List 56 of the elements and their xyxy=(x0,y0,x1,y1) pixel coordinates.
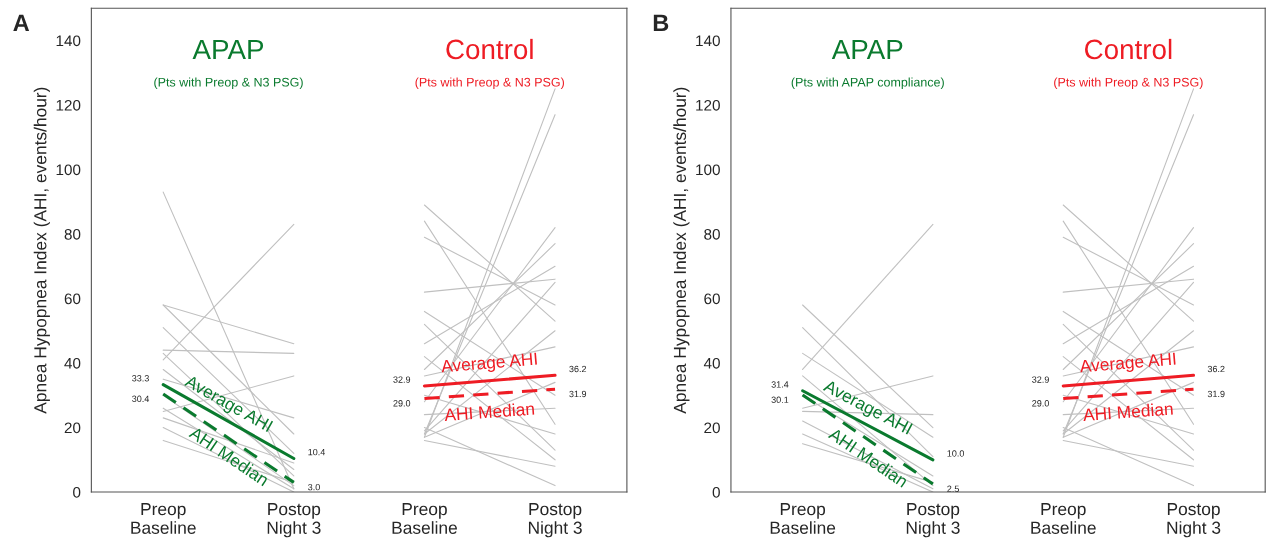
annotation: APAP xyxy=(831,39,903,59)
x-tick-label: Preop Baseline xyxy=(131,503,196,534)
data-label: 10.4 xyxy=(308,448,326,456)
annotation: Control xyxy=(446,38,533,60)
y-tick-label: 40 xyxy=(703,357,720,369)
y-tick-label: 0 xyxy=(73,486,81,498)
data-label: 36.2 xyxy=(569,365,587,373)
annotation: Control xyxy=(1085,38,1172,60)
x-tick-label: Postop Night 3 xyxy=(1167,503,1221,538)
y-tick-label: 140 xyxy=(56,35,81,47)
series-label: AHI Median xyxy=(443,402,535,422)
x-tick-label: Preop Baseline xyxy=(1031,503,1096,534)
series-label: Average AHI xyxy=(1079,352,1176,376)
data-label: 33.3 xyxy=(132,375,149,382)
annotation: (Pts with APAP compliance) xyxy=(791,77,944,90)
y-axis-title: Apnea Hypopnea Index (AHI, events/hour) xyxy=(673,87,690,414)
data-label: 3.0 xyxy=(308,483,320,491)
data-label: 32.9 xyxy=(393,376,411,383)
data-label: 29.0 xyxy=(393,400,411,407)
text: B xyxy=(653,14,669,31)
y-tick-label: 120 xyxy=(56,99,81,111)
x-tick-label: Preop Baseline xyxy=(770,503,836,534)
data-label: 32.9 xyxy=(1032,376,1049,383)
y-tick-label: 140 xyxy=(696,35,720,47)
annotation: APAP xyxy=(192,39,264,59)
y-tick-label: 80 xyxy=(64,228,81,240)
series-label: Average AHI xyxy=(440,352,538,376)
data-label: 2.5 xyxy=(947,485,959,492)
data-label: 31.9 xyxy=(1207,390,1225,398)
y-tick-label: 20 xyxy=(704,422,720,434)
data-label: 36.2 xyxy=(1207,365,1225,373)
series-label: AHI Median xyxy=(1082,402,1173,422)
y-axis-title: Apnea Hypopnea Index (AHI, events/hour) xyxy=(33,87,50,414)
y-tick-label: 80 xyxy=(704,228,720,240)
y-tick-label: 60 xyxy=(704,293,720,305)
annotation: (Pts with Preop & N3 PSG) xyxy=(415,77,564,90)
x-tick-label: Preop Baseline xyxy=(392,503,457,534)
text: A xyxy=(13,14,30,31)
y-tick-label: 100 xyxy=(56,164,81,176)
data-label: 31.4 xyxy=(771,381,789,388)
data-label: 30.4 xyxy=(132,395,150,402)
y-tick-label: 40 xyxy=(64,357,81,369)
y-tick-label: 120 xyxy=(696,99,720,111)
y-tick-label: 100 xyxy=(696,164,720,176)
data-label: 10.0 xyxy=(947,450,965,457)
data-label: 29.0 xyxy=(1032,400,1049,407)
data-label: 31.9 xyxy=(569,390,587,398)
x-tick-label: Postop Night 3 xyxy=(267,503,321,538)
y-tick-label: 0 xyxy=(712,486,720,498)
x-tick-label: Postop Night 3 xyxy=(906,503,960,538)
annotation: (Pts with Preop & N3 PSG) xyxy=(1054,77,1203,90)
annotation: (Pts with Preop & N3 PSG) xyxy=(154,77,303,90)
y-tick-label: 20 xyxy=(64,422,81,434)
x-tick-label: Postop Night 3 xyxy=(528,503,582,538)
y-tick-label: 60 xyxy=(64,293,81,305)
data-label: 30.1 xyxy=(771,396,789,403)
